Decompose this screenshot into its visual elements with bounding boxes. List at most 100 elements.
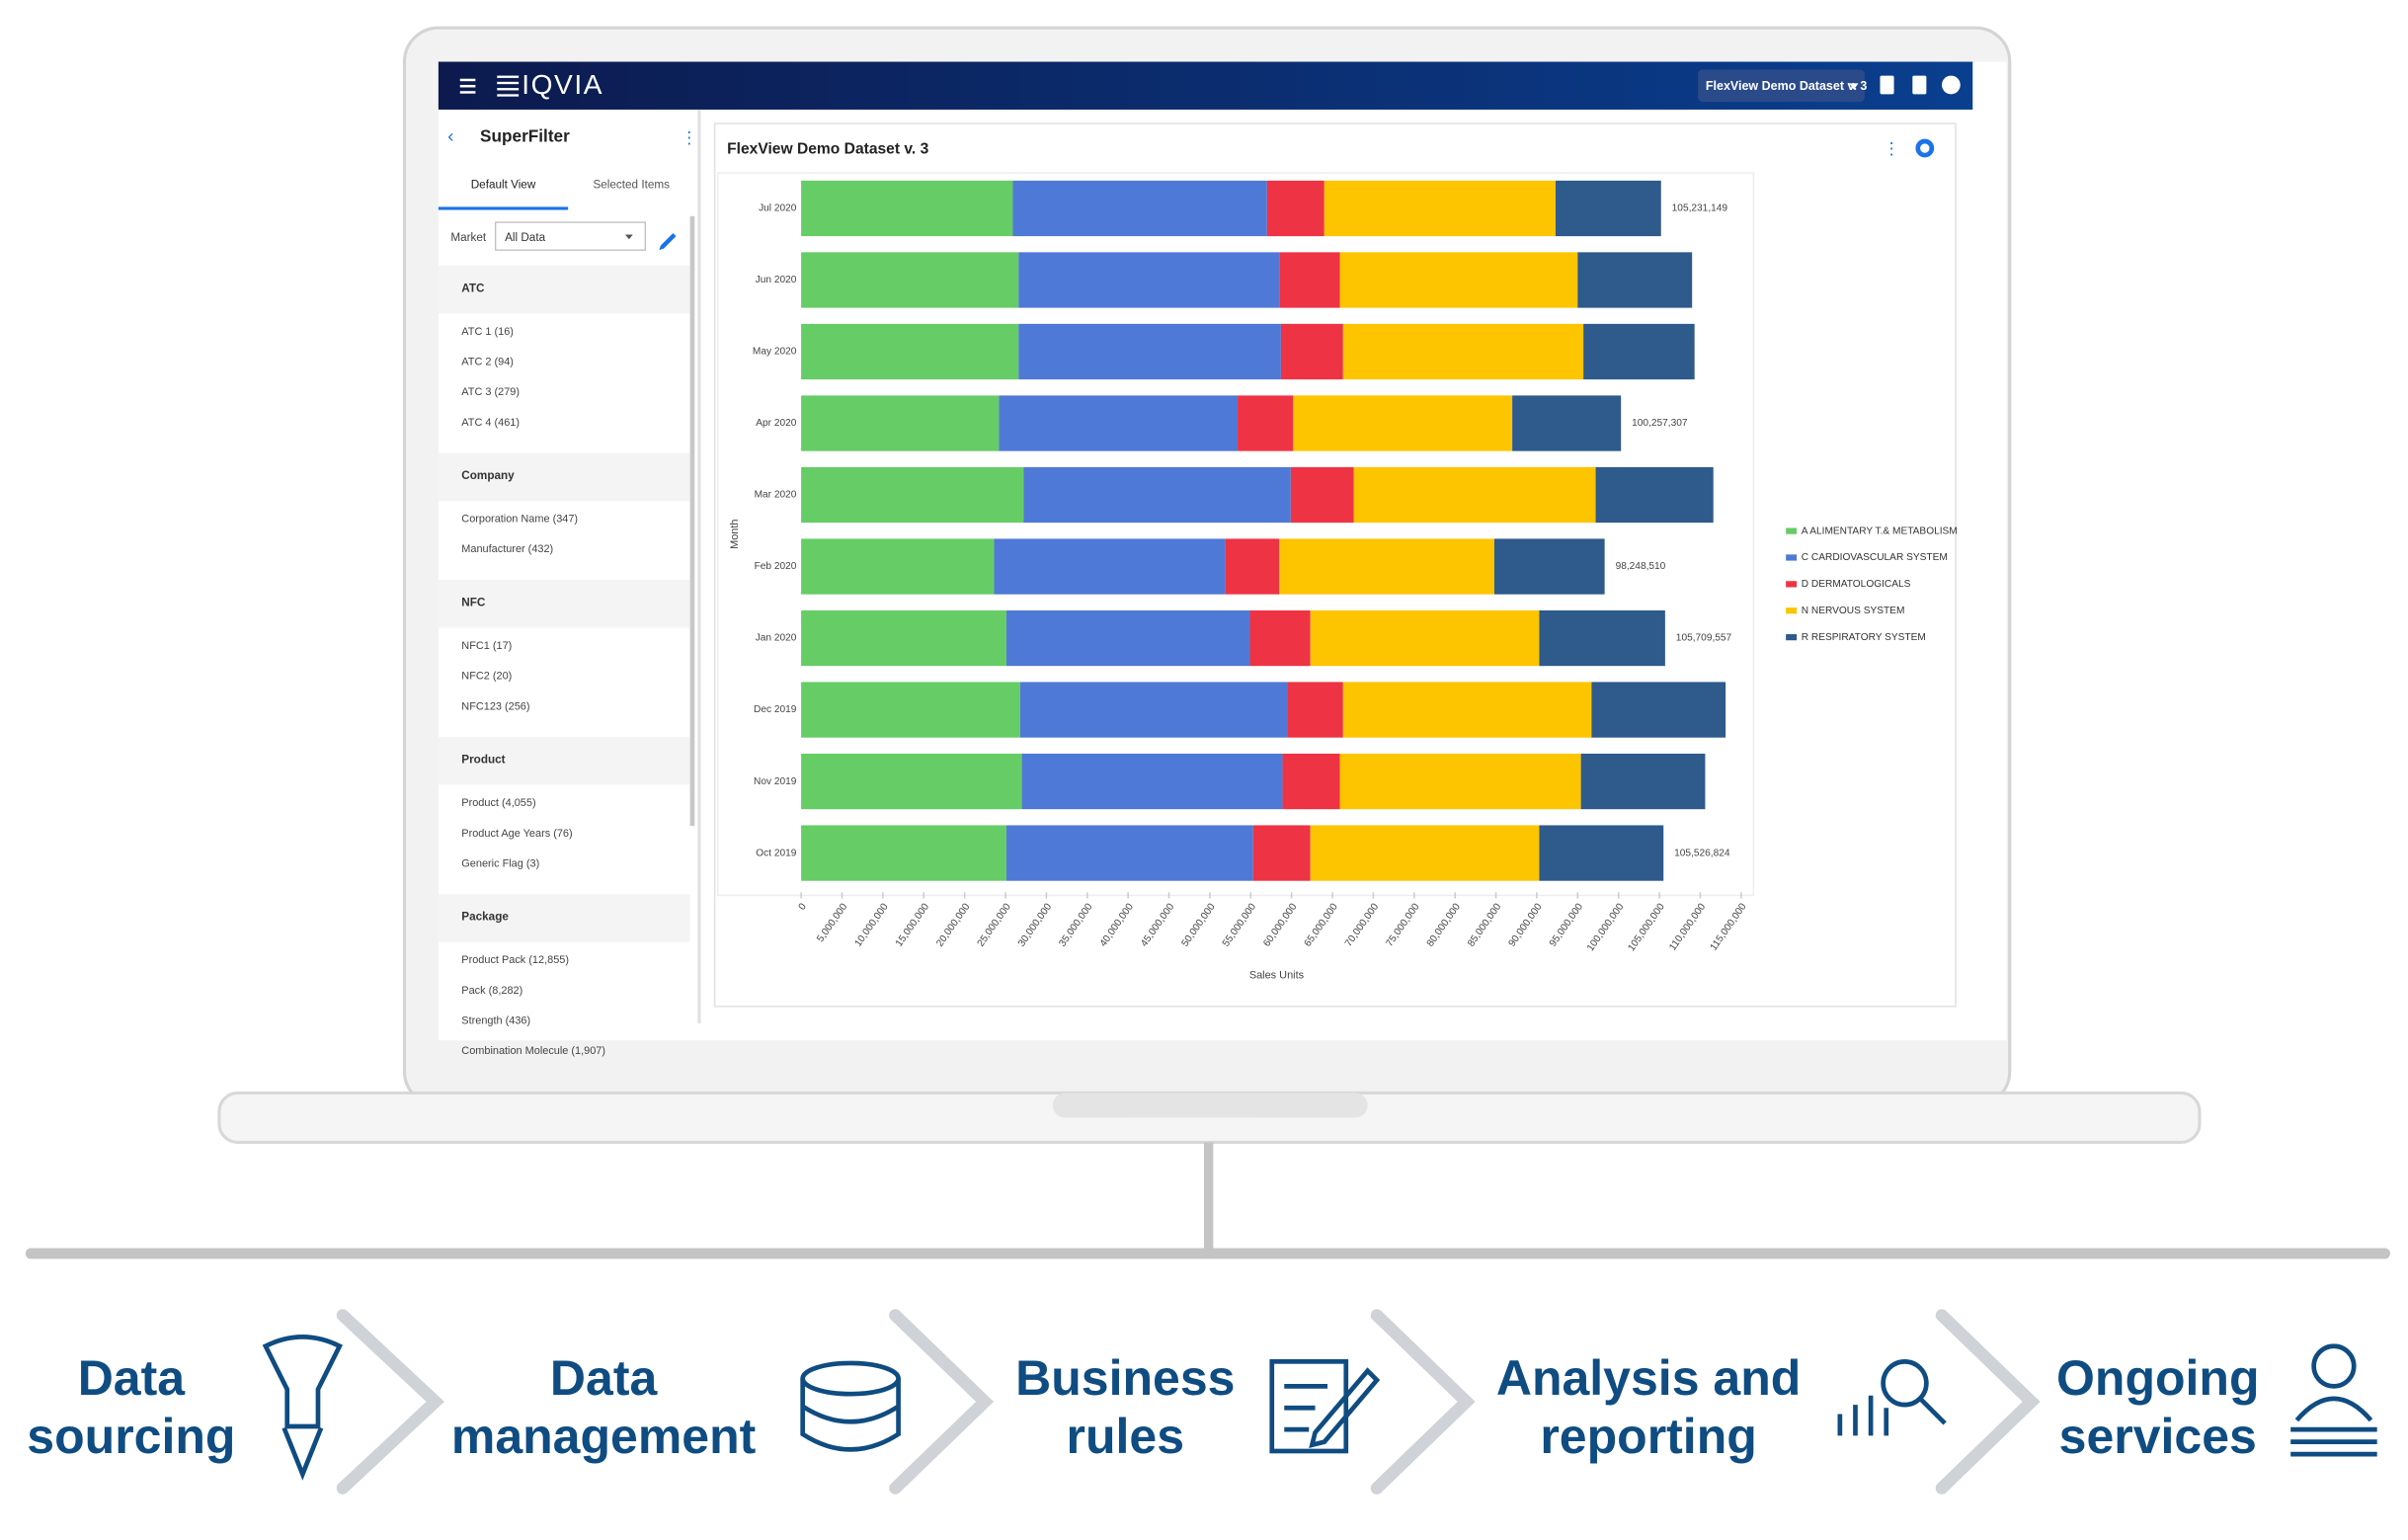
- bar-segment: [1005, 609, 1250, 667]
- clipboard-icon[interactable]: [1912, 75, 1927, 95]
- market-select[interactable]: [495, 221, 646, 251]
- step-label: services: [2059, 1409, 2257, 1464]
- filter-item[interactable]: Combination Molecule (1,907): [461, 1045, 605, 1057]
- bar-segment: [1342, 323, 1584, 380]
- section-header: Package: [461, 911, 509, 924]
- legend-label: D DERMATOLOGICALS: [1802, 579, 1911, 590]
- chart-menu[interactable]: ⋮: [1884, 138, 1900, 158]
- bar-segment: [1279, 538, 1494, 595]
- laptop-notch: [1052, 1093, 1368, 1118]
- legend-swatch: [1786, 633, 1798, 641]
- select-arrow: [624, 234, 633, 240]
- legend-label: C CARDIOVASCULAR SYSTEM: [1802, 552, 1948, 563]
- filter-item[interactable]: NFC1 (17): [461, 640, 512, 652]
- back-icon[interactable]: ‹: [447, 125, 453, 146]
- y-tick-label: Feb 2020: [755, 561, 797, 572]
- section-header-bg: [438, 579, 690, 628]
- legend-swatch: [1786, 527, 1798, 534]
- bar-segment: [1005, 825, 1253, 881]
- filter-item[interactable]: ATC 1 (16): [461, 326, 514, 338]
- bar-segment: [801, 252, 1019, 308]
- section-header: Product: [461, 754, 505, 767]
- bar-segment: [1279, 252, 1340, 308]
- bar-segment: [1591, 682, 1726, 738]
- tab[interactable]: Default View: [471, 179, 536, 192]
- y-tick-label: Mar 2020: [755, 490, 797, 501]
- filter-item[interactable]: NFC123 (256): [461, 700, 529, 712]
- step-label: Business: [1015, 1350, 1235, 1406]
- filter-item[interactable]: Pack (8,282): [461, 985, 522, 997]
- sidebar-menu[interactable]: ⋮: [681, 127, 697, 147]
- bar-segment: [1012, 180, 1267, 237]
- filter-item[interactable]: ATC 2 (94): [461, 357, 514, 368]
- bar-segment: [1580, 753, 1706, 810]
- bar-segment: [801, 753, 1022, 810]
- bar-segment: [999, 395, 1239, 451]
- section-header-bg: [438, 737, 690, 785]
- y-tick-label: Nov 2019: [754, 776, 797, 787]
- bar-segment: [1023, 466, 1291, 524]
- menu-icon[interactable]: [459, 78, 476, 94]
- bar-segment: [1287, 682, 1343, 738]
- bar-segment: [801, 825, 1006, 881]
- step-label: sourcing: [27, 1409, 235, 1464]
- bar-segment: [1555, 180, 1661, 237]
- plot-area: [716, 172, 1755, 897]
- edit-icon[interactable]: [659, 232, 677, 251]
- filter-item[interactable]: ATC 4 (461): [461, 417, 520, 429]
- bar-segment: [1324, 180, 1556, 237]
- logo: IQVIA: [522, 69, 603, 100]
- bar-segment: [1583, 323, 1695, 380]
- bar-segment: [1310, 609, 1540, 667]
- section-header: NFC: [461, 597, 486, 609]
- legend-label: A ALIMENTARY T.& METABOLISM: [1802, 526, 1958, 536]
- filter-item[interactable]: Product Age Years (76): [461, 828, 572, 840]
- legend-swatch: [1786, 554, 1798, 561]
- settings-icon[interactable]: [1915, 138, 1935, 158]
- section-header-bg: [438, 452, 690, 501]
- bar-segment: [801, 538, 995, 595]
- bar-segment: [1282, 753, 1340, 810]
- bar-segment: [1342, 682, 1592, 738]
- bar-segment: [1493, 538, 1605, 595]
- filter-item[interactable]: Manufacturer (432): [461, 543, 553, 555]
- chevrons: [336, 1309, 2041, 1495]
- sidebar-title: SuperFilter: [480, 126, 570, 146]
- y-axis-label: Month: [729, 520, 741, 549]
- filter-item[interactable]: Product (4,055): [461, 797, 535, 809]
- legend-swatch: [1786, 581, 1798, 588]
- section-header-bg: [438, 265, 690, 314]
- bar-segment: [801, 609, 1006, 667]
- filter-item[interactable]: Corporation Name (347): [461, 514, 578, 526]
- step-label: Analysis and: [1496, 1350, 1801, 1406]
- bar-segment: [1293, 395, 1513, 451]
- dataset-dropdown[interactable]: [1698, 69, 1865, 103]
- market-label: Market: [450, 231, 487, 244]
- step-label: reporting: [1540, 1409, 1756, 1464]
- bar-segment: [1353, 466, 1596, 524]
- total-label: 98,248,510: [1616, 561, 1666, 572]
- tab[interactable]: Selected Items: [593, 179, 670, 192]
- y-tick-label: Jan 2020: [756, 633, 797, 644]
- bar-segment: [1249, 609, 1311, 667]
- y-tick-label: Jul 2020: [759, 203, 797, 214]
- filter-item[interactable]: ATC 3 (279): [461, 386, 520, 398]
- filter-item[interactable]: NFC2 (20): [461, 671, 512, 683]
- user-icon[interactable]: [1941, 75, 1961, 95]
- section-header: Company: [461, 469, 515, 482]
- export-icon[interactable]: [1880, 75, 1894, 95]
- bar-segment: [801, 180, 1013, 237]
- legend-label: N NERVOUS SYSTEM: [1802, 606, 1905, 616]
- bar-segment: [801, 395, 1000, 451]
- sidebar-divider: [697, 109, 701, 1024]
- step-icons: [262, 1335, 2377, 1481]
- bar-segment: [801, 323, 1019, 380]
- bar-segment: [1512, 395, 1622, 451]
- filter-item[interactable]: Strength (436): [461, 1014, 530, 1026]
- step-label: management: [451, 1409, 757, 1464]
- filter-item[interactable]: Generic Flag (3): [461, 857, 539, 869]
- filter-item[interactable]: Product Pack (12,855): [461, 954, 569, 966]
- bar-segment: [1280, 323, 1343, 380]
